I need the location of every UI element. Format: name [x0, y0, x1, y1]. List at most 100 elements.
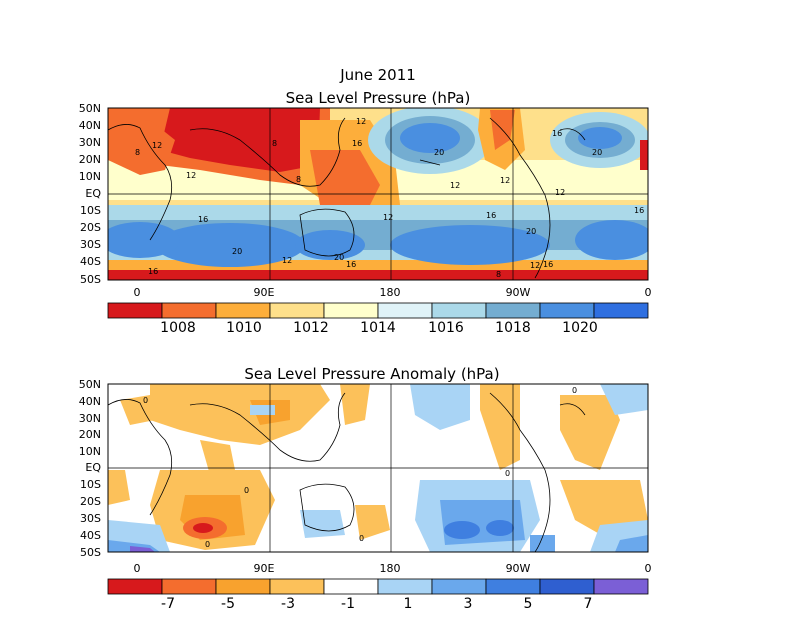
colorbar-swatch: [485, 578, 541, 595]
colorbar-label: 1008: [160, 320, 196, 336]
colorbar-swatch: [161, 302, 217, 319]
colorbar-swatch: [539, 578, 595, 595]
lat-label: 30S: [80, 512, 101, 525]
top-title-line2: Sea Level Pressure (hPa): [286, 89, 471, 107]
contour-label: 20: [434, 148, 444, 157]
lon-label: 90E: [254, 562, 275, 575]
lat-label: 10S: [80, 204, 101, 217]
contour-label: 0: [244, 486, 249, 495]
contour-label: 20: [334, 253, 344, 262]
lat-label: 20S: [80, 495, 101, 508]
slp-coastlines: [108, 117, 586, 279]
contour-label: 8: [135, 148, 140, 157]
contour-label: 0: [143, 396, 148, 405]
colorbar-swatch: [377, 578, 433, 595]
contour-label: 8: [272, 139, 277, 148]
colorbar-swatch: [107, 302, 163, 319]
contour-label: 12: [500, 176, 510, 185]
contour-label: 16: [148, 267, 158, 276]
contour-label: 16: [352, 139, 362, 148]
colorbar-label: 3: [464, 596, 473, 612]
lat-label: 20N: [79, 153, 101, 166]
lon-label: 90W: [506, 562, 531, 575]
top-title-line1: June 2011: [339, 66, 416, 84]
slp-gridlines: [108, 108, 648, 280]
contour-label: 20: [592, 148, 602, 157]
slp-colorbar: [107, 302, 649, 319]
colorbar-label: 1014: [360, 320, 396, 336]
colorbar-swatch: [161, 578, 217, 595]
colorbar-swatch: [593, 578, 649, 595]
contour-label: 16: [634, 206, 644, 215]
bottom-title: Sea Level Pressure Anomaly (hPa): [244, 365, 499, 383]
lon-label: 90W: [506, 286, 531, 299]
lat-label: 30S: [80, 238, 101, 251]
lat-label: 40S: [80, 255, 101, 268]
contour-label: 0: [205, 540, 210, 549]
colorbar-swatch: [485, 302, 541, 319]
contour-label: 12: [356, 117, 366, 126]
lat-label: EQ: [85, 187, 101, 200]
colorbar-swatch: [215, 302, 271, 319]
colorbar-label: 1012: [293, 320, 329, 336]
lon-label: 0: [134, 286, 141, 299]
colorbar-swatch: [431, 578, 487, 595]
colorbar-label: 7: [584, 596, 593, 612]
contour-label: 16: [486, 211, 496, 220]
contour-label: 0: [505, 469, 510, 478]
lon-label: 0: [645, 562, 652, 575]
slp-lon-labels: 0 90E 180 90W 0: [134, 286, 652, 299]
colorbar-swatch: [215, 578, 271, 595]
lat-label: 50S: [80, 273, 101, 286]
colorbar-label: 5: [524, 596, 533, 612]
colorbar-swatch: [269, 302, 325, 319]
contour-label: 12: [186, 171, 196, 180]
colorbar-label: 1018: [495, 320, 531, 336]
lat-label: 10N: [79, 170, 101, 183]
lat-label: 10N: [79, 445, 101, 458]
contour-label: 20: [232, 247, 242, 256]
lat-label: 50N: [79, 378, 101, 391]
lat-label: EQ: [85, 461, 101, 474]
colorbar-swatch: [107, 578, 163, 595]
slp-map-field: [108, 108, 648, 280]
anom-lat-labels: 50N 40N 30N 20N 10N EQ 10S 20S 30S 40S 5…: [79, 378, 102, 559]
lon-label: 0: [645, 286, 652, 299]
colorbar-label: -5: [221, 596, 235, 612]
contour-label: 12: [555, 188, 565, 197]
anom-gridlines: [108, 384, 648, 552]
colorbar-swatch: [431, 302, 487, 319]
colorbar-swatch: [593, 302, 649, 319]
contour-label: 0: [359, 534, 364, 543]
lat-label: 20N: [79, 428, 101, 441]
slp-lat-labels: 50N 40N 30N 20N 10N EQ 10S 20S 30S 40S 5…: [79, 102, 102, 286]
contour-label: 8: [296, 175, 301, 184]
colorbar-label: 1020: [562, 320, 598, 336]
anom-lon-labels: 0 90E 180 90W 0: [134, 562, 652, 575]
lat-label: 20S: [80, 221, 101, 234]
contour-label: 12: [530, 261, 540, 270]
contour-label: 12: [383, 213, 393, 222]
colorbar-label: -7: [161, 596, 175, 612]
lon-label: 180: [380, 562, 401, 575]
contour-label: 20: [526, 227, 536, 236]
lon-label: 180: [380, 286, 401, 299]
lat-label: 30N: [79, 412, 101, 425]
colorbar-swatch: [269, 578, 325, 595]
colorbar-swatch: [539, 302, 595, 319]
colorbar-swatch: [323, 302, 379, 319]
contour-label: 12: [152, 141, 162, 150]
contour-label: 16: [198, 215, 208, 224]
lat-label: 40N: [79, 119, 101, 132]
slp-map-frame: [107, 107, 649, 281]
colorbar-swatch: [323, 578, 379, 595]
slp-colorbar-labels: 1008 1010 1012 1014 1016 1018 1020: [160, 320, 598, 336]
colorbar-label: -3: [281, 596, 295, 612]
contour-label: 8: [496, 270, 501, 279]
colorbar-label: 1016: [428, 320, 464, 336]
lat-label: 40S: [80, 529, 101, 542]
anom-colorbar: [107, 578, 649, 595]
colorbar-label: 1: [404, 596, 413, 612]
lat-label: 50S: [80, 546, 101, 559]
